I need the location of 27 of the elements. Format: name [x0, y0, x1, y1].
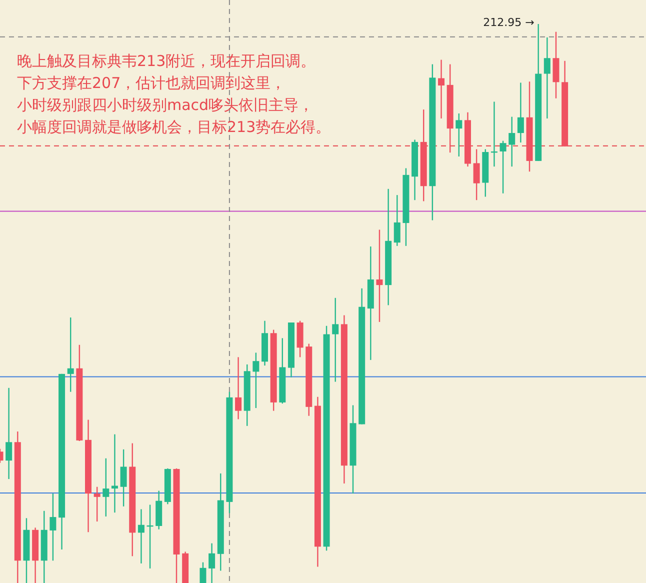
- annotation: 晚上触及目标典韦213附近，现在开启回调。: [17, 52, 316, 70]
- annotation: 212.95 →: [483, 16, 534, 29]
- candlestick: [67, 316, 74, 392]
- candlestick: [102, 458, 110, 518]
- candlestick: [332, 297, 339, 382]
- candlestick: [138, 508, 144, 564]
- candlestick: [208, 542, 216, 583]
- candlestick: [438, 59, 445, 120]
- candlestick: [94, 486, 100, 522]
- candlestick: [111, 434, 118, 514]
- candlestick: [50, 492, 56, 562]
- candlestick: [200, 562, 206, 583]
- candlestick: [456, 112, 462, 158]
- candlestick: [508, 116, 516, 168]
- candlestick: [376, 229, 383, 323]
- candlestick: [252, 352, 260, 409]
- candlestick: [500, 140, 506, 194]
- candlestick: [235, 356, 242, 420]
- candlestick: [6, 387, 12, 480]
- annotation: 小幅度回调就是做哆机会，目标213势在必得。: [17, 118, 331, 136]
- candlestick: [120, 448, 127, 508]
- annotation: 下方支撑在207，估计也就回调到这里，: [17, 74, 286, 92]
- candlestick: [394, 194, 400, 247]
- candlestick: [544, 36, 550, 120]
- candlestick: [517, 82, 524, 144]
- annotation: 小时级别跟四小时级别macd哆头依旧主导，: [17, 96, 314, 114]
- candlestick: [473, 148, 480, 201]
